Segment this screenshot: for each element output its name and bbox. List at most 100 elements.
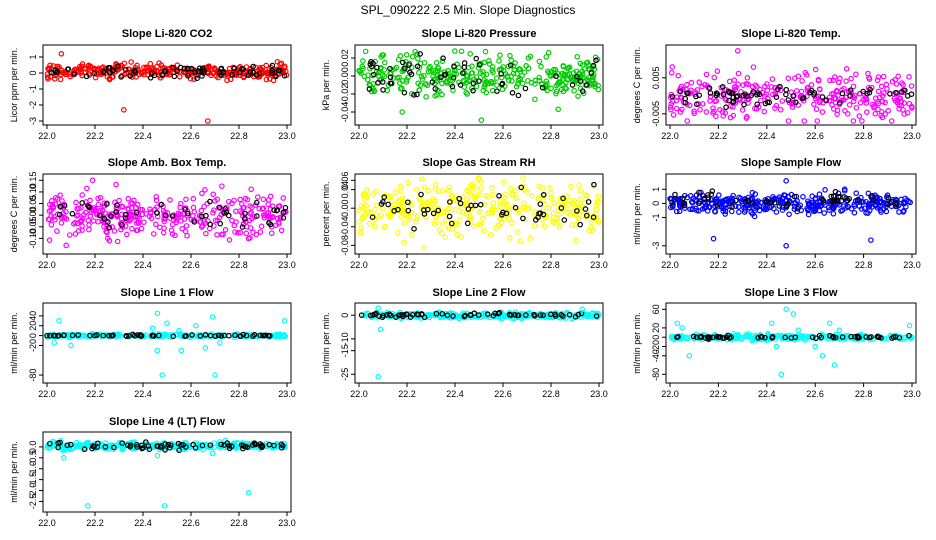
data-point	[532, 81, 538, 87]
data-point	[203, 230, 209, 237]
data-point	[405, 179, 411, 186]
data-point	[908, 103, 915, 110]
data-point	[564, 72, 571, 78]
data-point	[432, 181, 439, 188]
y-tick-label: -3	[28, 117, 38, 125]
data-point	[892, 76, 898, 83]
data-point	[366, 86, 373, 92]
data-point	[211, 69, 217, 76]
data-point	[407, 200, 414, 206]
data-point	[125, 66, 132, 72]
data-point	[154, 69, 161, 75]
data-point	[199, 222, 206, 229]
data-point	[248, 186, 254, 193]
data-point	[278, 227, 285, 234]
data-point	[800, 95, 807, 101]
data-point	[884, 86, 890, 92]
chart-title: Slope Amb. Box Temp.	[108, 157, 227, 169]
data-point	[750, 200, 756, 206]
data-point	[388, 198, 395, 204]
data-point	[438, 74, 444, 81]
x-tick-label: 23.0	[903, 260, 921, 270]
data-point	[239, 66, 245, 72]
data-point	[827, 77, 833, 84]
data-point	[465, 206, 472, 212]
y-tick-label: -0.005	[651, 101, 661, 127]
data-point	[446, 184, 453, 191]
data-point	[225, 212, 232, 219]
data-point	[870, 198, 876, 204]
data-point	[164, 320, 170, 327]
x-tick-label: 22.6	[494, 260, 512, 270]
data-point	[134, 227, 141, 234]
data-point	[832, 95, 839, 102]
x-tick-label: 22.4	[446, 260, 464, 270]
data-point	[356, 219, 363, 225]
data-point	[176, 73, 183, 80]
data-point	[513, 195, 520, 201]
data-point	[520, 215, 526, 222]
data-point	[848, 75, 854, 82]
x-tick-label: 22.0	[661, 131, 679, 141]
data-point	[464, 220, 471, 227]
data-point	[380, 199, 386, 205]
data-point	[84, 185, 90, 192]
data-point	[792, 75, 798, 81]
data-point	[754, 101, 760, 108]
data-point	[147, 74, 154, 81]
data-point	[515, 77, 522, 84]
data-point	[67, 232, 73, 238]
x-tick-label: 23.0	[903, 389, 921, 399]
data-point	[850, 83, 857, 90]
data-point	[110, 67, 117, 73]
data-point	[584, 193, 590, 199]
y-tick-label: -0.05	[28, 217, 38, 238]
data-point	[61, 332, 67, 338]
data-point	[450, 75, 457, 81]
data-point	[153, 193, 160, 200]
data-point	[436, 227, 443, 233]
data-point	[190, 195, 197, 202]
data-point	[57, 203, 64, 210]
data-point	[373, 188, 379, 195]
y-tick-label: 0.04	[340, 181, 350, 199]
data-point	[527, 53, 534, 60]
data-point	[184, 212, 191, 219]
data-point	[583, 212, 590, 219]
data-point	[405, 74, 411, 81]
data-point	[865, 190, 872, 197]
data-point	[823, 97, 829, 104]
data-point	[54, 196, 61, 202]
data-point	[79, 223, 85, 229]
data-point	[888, 118, 895, 124]
data-point	[885, 107, 892, 114]
data-point	[673, 97, 680, 104]
data-point	[359, 215, 366, 222]
data-point	[106, 224, 113, 231]
data-point	[571, 87, 577, 94]
data-point	[814, 118, 821, 124]
data-point	[579, 88, 586, 94]
data-point	[440, 55, 446, 61]
plot-frame	[42, 44, 292, 126]
data-point	[419, 176, 425, 183]
x-tick-label: 23.0	[590, 389, 608, 399]
data-point	[231, 222, 238, 229]
data-point	[676, 208, 683, 215]
plot-frame	[665, 44, 917, 126]
data-point	[417, 197, 424, 203]
data-point	[710, 110, 716, 116]
data-point	[386, 211, 392, 218]
data-point	[127, 73, 134, 79]
data-point	[679, 325, 685, 331]
y-axis-label: kPa per min.	[321, 60, 331, 111]
data-point	[216, 69, 223, 76]
data-point	[732, 86, 739, 93]
y-tick-label: 20	[28, 321, 38, 331]
data-point	[104, 235, 111, 242]
data-point	[512, 188, 519, 194]
data-point	[375, 214, 382, 221]
data-point	[114, 212, 120, 219]
data-point	[118, 62, 124, 69]
data-point	[445, 67, 452, 74]
